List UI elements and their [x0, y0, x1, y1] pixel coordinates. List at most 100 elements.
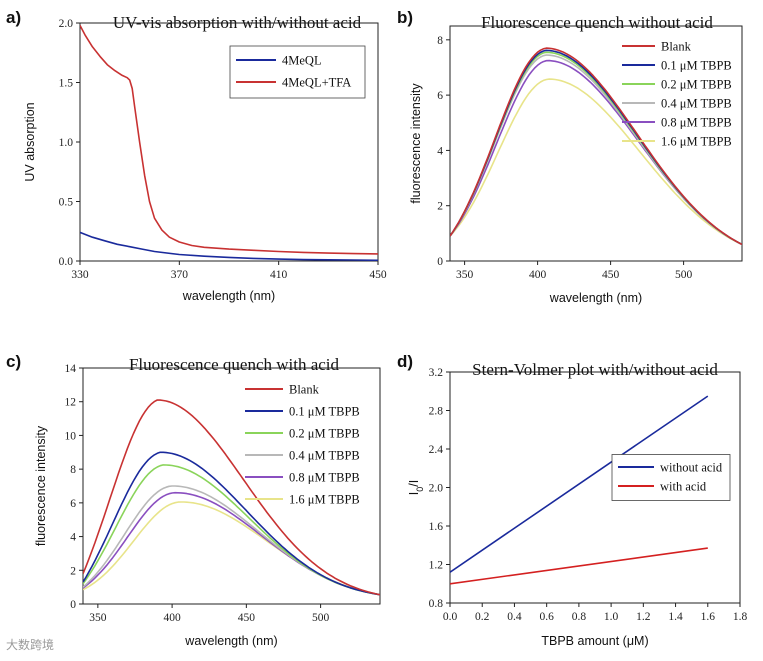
y-tick-label: 4 [437, 145, 443, 157]
x-tick-label: 450 [602, 269, 620, 281]
x-tick-label: 450 [238, 612, 256, 624]
chart-title: Stern-Volmer plot with/without acid [472, 360, 718, 379]
legend-entry: with acid [660, 480, 707, 494]
y-tick-label: 3.2 [429, 367, 444, 379]
y-tick-label: 1.5 [59, 78, 74, 90]
y-axis-label: fluorescence intensity [409, 83, 423, 204]
legend-entry: 4MeQL [282, 54, 322, 68]
x-axis-label: wavelength (nm) [549, 291, 642, 305]
y-tick-label: 6 [70, 498, 76, 510]
series-line-without-acid [450, 395, 709, 573]
legend: Blank 0.1 μM TBPB 0.2 μM TBPB 0.4 μM TBPB 0.… [622, 40, 732, 149]
panel-letter: b) [397, 8, 413, 27]
y-axis-label: I0/I [407, 480, 425, 495]
series-line-blank [450, 47, 742, 246]
legend-entry: without acid [660, 461, 723, 475]
x-tick-label: 0.0 [443, 611, 458, 623]
series-line-0-8-m-tbpb [83, 491, 380, 596]
series-line-1-6-m-tbpb [83, 501, 380, 596]
panel-letter: d) [397, 352, 413, 371]
x-tick-label: 400 [163, 612, 181, 624]
legend: without acid with acid [611, 454, 731, 501]
y-tick-label: 2.0 [429, 483, 444, 495]
y-tick-label: 2.8 [429, 406, 444, 418]
series-line-1-6-m-tbpb [450, 78, 742, 246]
x-tick-label: 1.2 [636, 611, 651, 623]
y-tick-label: 14 [65, 363, 77, 375]
chart-panel-d: d) Stern-Volmer plot with/without acid 0.0… [397, 352, 747, 648]
legend: Blank 0.1 μM TBPB 0.2 μM TBPB 0.4 μM TBPB 0.… [245, 383, 360, 507]
chart-title: Fluorescence quench without acid [481, 13, 713, 32]
y-tick-label: 12 [65, 397, 77, 409]
legend-entry: 4MeQL+TFA [282, 76, 351, 90]
legend-entry: 0.4 μM TBPB [661, 97, 732, 111]
plot-frame [82, 367, 381, 605]
series-group [83, 399, 380, 596]
series-line-0-1-m-tbpb [83, 451, 380, 596]
y-tick-label: 2 [437, 201, 443, 213]
x-tick-label: 330 [71, 269, 89, 281]
chart-panel-a: a) UV-vis absorption with/without acid330… [6, 8, 387, 303]
plot-frame [449, 25, 743, 262]
legend-entry: 1.6 μM TBPB [289, 493, 360, 507]
y-tick-label: 6 [437, 90, 443, 102]
y-tick-label: 2.4 [429, 444, 444, 456]
watermark: 大数跨境 [6, 638, 55, 652]
x-tick-label: 1.0 [604, 611, 619, 623]
series-line-blank [83, 399, 380, 596]
legend-entry: Blank [289, 383, 320, 397]
legend-box [611, 454, 731, 501]
y-tick-label: 0 [437, 256, 443, 268]
series-group [450, 47, 742, 246]
x-tick-label: 1.8 [733, 611, 748, 623]
series-group [450, 395, 709, 585]
y-tick-label: 0 [70, 599, 76, 611]
series-line-4meql [80, 231, 378, 261]
legend-entry: 0.8 μM TBPB [661, 116, 732, 130]
y-axis-label: UV absorption [23, 102, 37, 181]
y-tick-label: 1.6 [429, 521, 444, 533]
x-tick-label: 1.4 [668, 611, 683, 623]
legend-entry: 1.6 μM TBPB [661, 135, 732, 149]
x-tick-label: 370 [171, 269, 189, 281]
series-line-with-acid [450, 547, 708, 585]
y-tick-label: 8 [70, 464, 76, 476]
legend-entry: 0.1 μM TBPB [661, 59, 732, 73]
y-tick-label: 4 [70, 532, 76, 544]
x-tick-label: 350 [456, 269, 474, 281]
x-tick-label: 400 [529, 269, 547, 281]
x-tick-label: 1.6 [701, 611, 716, 623]
y-tick-label: 2.0 [59, 18, 74, 30]
legend-entry: 0.2 μM TBPB [661, 78, 732, 92]
y-tick-label: 1.2 [429, 560, 444, 572]
legend-entry: 0.8 μM TBPB [289, 471, 360, 485]
legend-entry: 0.1 μM TBPB [289, 405, 360, 419]
series-group [80, 25, 378, 261]
x-tick-label: 500 [675, 269, 693, 281]
x-tick-label: 350 [89, 612, 107, 624]
legend-entry: Blank [661, 40, 692, 54]
legend-entry: 0.2 μM TBPB [289, 427, 360, 441]
x-tick-label: 0.6 [539, 611, 554, 623]
y-axis-label: fluorescence intensity [34, 425, 48, 546]
y-tick-label: 8 [437, 35, 443, 47]
x-tick-label: 0.4 [507, 611, 522, 623]
x-axis-label: TBPB amount (μM) [541, 634, 648, 648]
x-tick-label: 410 [270, 269, 288, 281]
y-tick-label: 10 [65, 430, 77, 442]
y-tick-label: 1.0 [59, 137, 74, 149]
x-tick-label: 0.2 [475, 611, 490, 623]
legend: 4MeQL 4MeQL+TFA [229, 45, 366, 99]
legend-entry: 0.4 μM TBPB [289, 449, 360, 463]
x-tick-label: 500 [312, 612, 330, 624]
y-tick-label: 0.8 [429, 598, 444, 610]
chart-title: Fluorescence quench with acid [129, 355, 340, 374]
panel-letter: a) [6, 8, 21, 27]
x-axis-label: wavelength (nm) [182, 289, 275, 303]
y-tick-label: 0.0 [59, 256, 74, 268]
x-tick-label: 450 [369, 269, 387, 281]
x-tick-label: 0.8 [572, 611, 587, 623]
